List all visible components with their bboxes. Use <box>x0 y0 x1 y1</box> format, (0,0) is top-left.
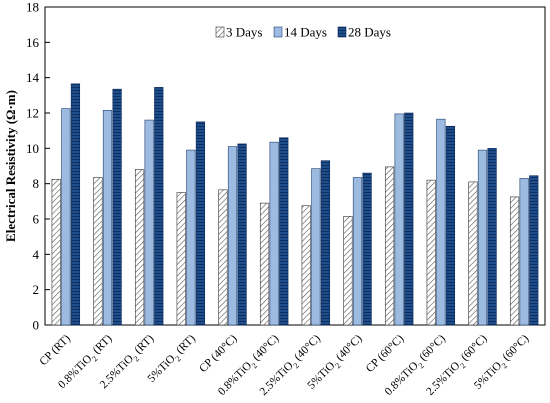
y-tick-label: 0 <box>33 318 40 333</box>
y-tick-label: 8 <box>33 176 40 191</box>
bar-28-days <box>112 88 122 326</box>
bar-3-days <box>301 205 311 326</box>
y-tick-label: 18 <box>26 0 39 15</box>
bar-28-days <box>487 148 497 326</box>
bar-14-days <box>519 178 529 326</box>
bar-28-days <box>237 143 247 326</box>
x-tick-label: CP (RT) <box>37 333 73 369</box>
bar-14-days <box>477 149 488 326</box>
x-axis: CP (RT)0.8%TiO2 (RT)2.5%TiO2 (RT)5%TiO2 … <box>37 333 531 398</box>
bar-28-days <box>320 160 331 326</box>
bar-28-days <box>362 172 372 326</box>
bar-14-days <box>144 119 154 326</box>
legend-swatch <box>337 26 347 38</box>
bar-28-days <box>279 137 289 326</box>
bar-14-days <box>227 146 238 326</box>
y-axis-title: Electrical Resistivity (Ω·m) <box>3 90 18 242</box>
bar-28-days <box>154 87 164 326</box>
legend-label: 3 Days <box>226 25 262 40</box>
bar-3-days <box>51 178 61 326</box>
bar-14-days <box>436 118 446 326</box>
y-tick-label: 6 <box>33 212 40 227</box>
bar-14-days <box>394 113 404 326</box>
bar-3-days <box>426 179 436 326</box>
bar-14-days <box>269 141 279 326</box>
y-tick-label: 4 <box>33 247 40 262</box>
y-tick-label: 14 <box>26 70 40 85</box>
bar-3-days <box>343 216 353 326</box>
bar-3-days <box>176 192 186 326</box>
bar-series <box>51 83 539 326</box>
bar-3-days <box>509 196 520 326</box>
y-tick-label: 10 <box>26 141 39 156</box>
bar-3-days <box>468 181 478 326</box>
bar-28-days <box>445 125 456 326</box>
bar-3-days <box>93 177 103 326</box>
x-tick-label: CP (60°C) <box>364 333 407 376</box>
bar-14-days <box>61 108 71 326</box>
x-tick-label: CP (40°C) <box>197 333 240 376</box>
bar-14-days <box>352 177 363 326</box>
bar-3-days <box>218 189 228 326</box>
legend-label: 28 Days <box>348 25 391 40</box>
legend-swatch <box>215 26 225 38</box>
bar-28-days <box>70 83 81 326</box>
legend-label: 14 Days <box>284 25 327 40</box>
legend-swatch <box>273 26 283 38</box>
y-tick-label: 12 <box>26 106 39 121</box>
bar-14-days <box>186 149 196 326</box>
bar-14-days <box>102 110 113 326</box>
bar-14-days <box>311 168 321 326</box>
bar-3-days <box>259 202 270 326</box>
legend: 3 Days 14 Days 28 Days <box>215 25 391 40</box>
bar-28-days <box>195 121 206 326</box>
bar-28-days <box>404 112 414 326</box>
plot-area <box>44 6 546 326</box>
y-tick-label: 16 <box>26 35 40 50</box>
bar-3-days <box>134 169 145 326</box>
y-tick-label: 2 <box>33 282 40 297</box>
y-axis: 0 2 4 6 8 10 12 14 16 18 <box>26 0 50 333</box>
bar-3-days <box>384 166 395 326</box>
bar-28-days <box>529 175 539 326</box>
